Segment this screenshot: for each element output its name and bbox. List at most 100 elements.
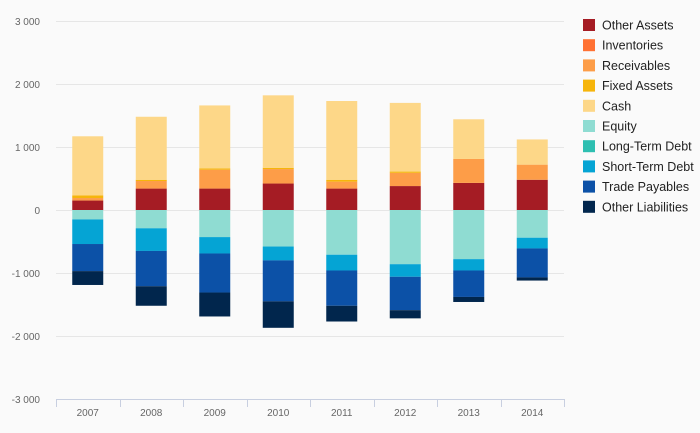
y-tick-label: 0 [34,206,40,217]
bar-other-assets-2013 [453,182,485,210]
bar-short-term-debt-2009 [199,237,231,254]
legend-swatch [583,99,595,112]
legend-label: Other Liabilities [602,200,688,214]
legend-item-cash[interactable]: Cash [583,99,631,113]
legend-item-other-assets[interactable]: Other Assets [583,19,674,33]
bar-short-term-debt-2014 [516,237,548,249]
bar-short-term-debt-2013 [453,259,485,271]
legend-label: Short-Term Debt [602,160,694,174]
legend-item-receivables[interactable]: Receivables [583,59,670,73]
bar-trade-payables-2011 [326,270,358,306]
bar-receivables-2007 [72,198,104,201]
bar-fixed-assets-2011 [326,179,358,182]
y-tick-label: -3 000 [12,395,41,406]
x-axis: 2007 2008 2009 2010 2011 2012 2013 2014 [56,399,565,419]
bar-trade-payables-2008 [135,250,167,287]
legend-item-long-term-debt[interactable]: Long-Term Debt [583,140,692,154]
bar-equity-2007 [72,210,104,220]
bar-other-assets-2008 [135,188,167,210]
legend-swatch [583,120,595,132]
bar-short-term-debt-2012 [389,264,421,277]
legend-item-short-term-debt[interactable]: Short-Term Debt [583,160,694,174]
legend-item-equity[interactable]: Equity [583,120,637,134]
bar-cash-2007 [72,136,104,196]
bar-other-assets-2010 [262,183,294,210]
bar-other-liabilities-2014 [516,277,548,281]
bar-receivables-2014 [516,164,548,180]
legend-swatch [583,59,595,72]
bar-cash-2011 [326,101,358,180]
legend-swatch [583,140,595,153]
bar-other-assets-2014 [516,179,548,210]
legend-swatch [583,19,595,31]
legend-swatch [583,160,595,173]
y-axis-tick-labels: -3 000 -2 000 -1 000 0 1 000 2 000 3 000 [12,17,41,406]
bar-trade-payables-2013 [453,270,485,297]
legend-label: Receivables [602,59,670,73]
bar-other-liabilities-2009 [199,292,231,317]
legend: Other Assets Inventories Receivables Fixed … [583,19,694,214]
legend-swatch [583,39,595,52]
bar-equity-2008 [135,210,167,229]
x-tick-label: 2009 [204,408,227,419]
legend-label: Trade Payables [602,180,689,194]
y-tick-label: -1 000 [12,269,41,280]
x-tick-label: 2011 [331,408,353,419]
grid-lines [56,21,564,337]
bar-other-liabilities-2008 [135,286,167,306]
legend-item-inventories[interactable]: Inventories [583,39,663,53]
legend-item-other-liabilities[interactable]: Other Liabilities [583,200,688,214]
bar-trade-payables-2010 [262,260,294,302]
legend-label: Equity [602,120,637,134]
x-tick-label: 2010 [267,408,290,419]
y-tick-label: -2 000 [12,332,41,343]
bar-other-liabilities-2007 [72,271,104,285]
x-tick-label: 2014 [521,408,544,419]
bar-other-assets-2007 [72,200,104,210]
bar-other-assets-2011 [326,188,358,210]
bar-fixed-assets-2010 [262,167,294,170]
legend-label: Other Assets [602,19,674,33]
bar-trade-payables-2014 [516,248,548,278]
legend-item-fixed-assets[interactable]: Fixed Assets [583,79,673,93]
bar-equity-2011 [326,210,358,255]
bar-short-term-debt-2011 [326,254,358,271]
bar-other-liabilities-2010 [262,301,294,328]
bar-cash-2009 [199,105,231,169]
bar-other-assets-2012 [389,186,421,210]
legend-swatch [583,200,595,213]
bar-series [72,95,548,328]
bar-cash-2008 [135,116,167,180]
bar-trade-payables-2009 [199,253,231,293]
bar-short-term-debt-2008 [135,228,167,251]
bar-equity-2009 [199,210,231,238]
bar-receivables-2010 [262,169,294,184]
legend-swatch [583,180,595,193]
bar-cash-2013 [453,119,485,159]
bar-equity-2012 [389,210,421,265]
bar-other-assets-2009 [199,188,231,210]
legend-label: Long-Term Debt [602,140,692,154]
x-tick-label: 2013 [458,408,481,419]
legend-label: Inventories [602,39,663,53]
bar-equity-2013 [453,210,485,260]
bar-receivables-2009 [199,169,231,189]
bar-trade-payables-2007 [72,244,104,272]
y-tick-label: 3 000 [15,17,40,28]
bar-fixed-assets-2008 [135,179,167,182]
x-tick-label: 2007 [77,408,100,419]
bar-short-term-debt-2007 [72,219,104,245]
bar-other-liabilities-2012 [389,310,421,319]
bar-equity-2014 [516,210,548,238]
bar-receivables-2008 [135,181,167,189]
legend-swatch [583,79,595,92]
bar-cash-2012 [389,102,421,172]
bar-cash-2014 [516,139,548,165]
bar-fixed-assets-2012 [389,171,421,173]
legend-label: Cash [602,99,631,113]
x-tick-label: 2012 [394,408,417,419]
bar-trade-payables-2012 [389,276,421,311]
bar-cash-2010 [262,95,294,168]
legend-item-trade-payables[interactable]: Trade Payables [583,180,689,194]
